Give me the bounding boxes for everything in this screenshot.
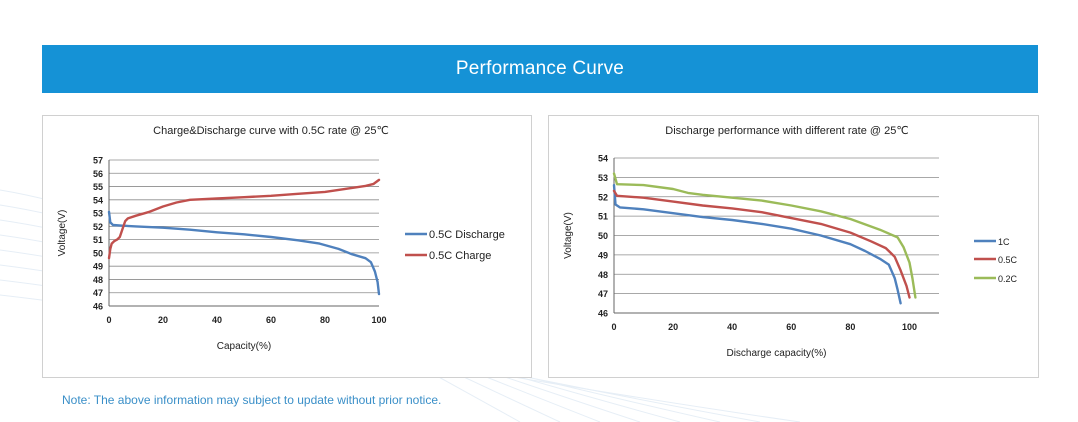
y-tick-label: 47: [93, 288, 103, 298]
y-tick-label: 52: [598, 192, 608, 202]
discharge-rates-chart: Discharge performance with different rat…: [563, 125, 1018, 359]
y-tick-label: 49: [598, 250, 608, 260]
y-tick-label: 53: [598, 173, 608, 183]
legend-label: 1C: [998, 237, 1010, 247]
y-tick-label: 48: [93, 275, 103, 285]
x-tick-label: 20: [158, 315, 168, 325]
y-tick-label: 51: [598, 212, 608, 222]
y-tick-label: 55: [93, 182, 103, 192]
legend-label: 0.5C Charge: [429, 250, 491, 262]
section-banner: Performance Curve: [42, 45, 1038, 93]
x-tick-label: 20: [668, 322, 678, 332]
x-tick-label: 100: [371, 315, 386, 325]
y-tick-label: 46: [93, 302, 103, 312]
y-tick-label: 56: [93, 169, 103, 179]
legend-label: 0.2C: [998, 274, 1018, 284]
x-tick-label: 80: [320, 315, 330, 325]
y-tick-label: 54: [598, 154, 608, 164]
chart-title: Discharge performance with different rat…: [665, 125, 908, 137]
y-axis-label: Voltage(V): [57, 210, 68, 257]
chart-panel-discharge-rates: Discharge performance with different rat…: [548, 115, 1039, 378]
chart-title: Charge&Discharge curve with 0.5C rate @ …: [153, 125, 389, 137]
legend-label: 0.5C Discharge: [429, 229, 505, 241]
x-tick-label: 0: [611, 322, 616, 332]
x-axis-label: Capacity(%): [217, 341, 271, 352]
series-line-0-5c-charge: [107, 178, 381, 260]
y-axis-label: Voltage(V): [563, 212, 574, 259]
x-tick-label: 40: [727, 322, 737, 332]
y-tick-label: 49: [93, 262, 103, 272]
y-tick-label: 47: [598, 289, 608, 299]
y-tick-label: 46: [598, 309, 608, 319]
y-tick-label: 50: [598, 231, 608, 241]
x-tick-label: 40: [212, 315, 222, 325]
y-tick-label: 57: [93, 156, 103, 166]
x-tick-label: 60: [786, 322, 796, 332]
charge-discharge-chart: Charge&Discharge curve with 0.5C rate @ …: [57, 125, 505, 352]
x-axis-label: Discharge capacity(%): [726, 348, 826, 359]
x-tick-label: 60: [266, 315, 276, 325]
y-tick-label: 50: [93, 248, 103, 258]
y-tick-label: 54: [93, 195, 103, 205]
chart-panel-charge-discharge: Charge&Discharge curve with 0.5C rate @ …: [42, 115, 532, 378]
disclaimer-note: Note: The above information may subject …: [62, 393, 442, 407]
y-tick-label: 53: [93, 209, 103, 219]
series-line-1c: [612, 183, 902, 305]
x-tick-label: 80: [845, 322, 855, 332]
section-title: Performance Curve: [455, 58, 625, 79]
x-tick-label: 100: [902, 322, 917, 332]
y-tick-label: 48: [598, 270, 608, 280]
legend-label: 0.5C: [998, 255, 1018, 265]
series-line-0-5c: [612, 189, 911, 299]
y-tick-label: 52: [93, 222, 103, 232]
x-tick-label: 0: [106, 315, 111, 325]
y-tick-label: 51: [93, 235, 103, 245]
series-line-0-2c: [612, 172, 917, 299]
